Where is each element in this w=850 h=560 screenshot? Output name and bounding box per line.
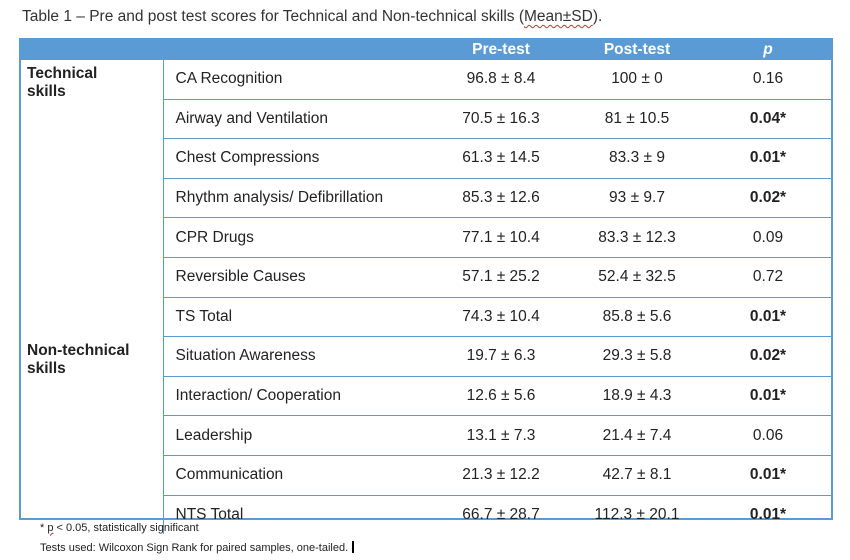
post-test-cell: 29.3 ± 5.8 xyxy=(569,336,705,377)
pre-test-cell: 19.7 ± 6.3 xyxy=(433,336,569,377)
p-value-cell: 0.09 xyxy=(705,217,831,258)
skill-name-cell: CA Recognition xyxy=(162,60,433,100)
caption-prefix: Table 1 – Pre and post test scores for T… xyxy=(22,8,524,25)
table-row: Reversible Causes 57.1 ± 25.2 52.4 ± 32.5 0… xyxy=(21,257,831,298)
p-value-cell: 0.01* xyxy=(705,455,831,496)
footnote-asterisk: * xyxy=(40,522,48,534)
post-test-cell: 83.3 ± 12.3 xyxy=(569,217,705,258)
table-row: Interaction/ Cooperation 12.6 ± 5.6 18.9 ±… xyxy=(21,376,831,417)
p-value-cell: 0.02* xyxy=(705,178,831,219)
post-test-cell: 93 ± 9.7 xyxy=(569,178,705,219)
pre-test-cell: 13.1 ± 7.3 xyxy=(433,415,569,456)
footnote-significance-text: < 0.05, statistically significant xyxy=(53,522,199,534)
skill-name-cell: CPR Drugs xyxy=(162,217,433,258)
p-value-cell: 0.01* xyxy=(705,297,831,338)
group-label: Non-technical skills xyxy=(27,341,130,377)
group-label: Technical skills xyxy=(27,65,98,100)
table-row: Rhythm analysis/ Defibrillation 85.3 ± 12… xyxy=(21,178,831,219)
skill-name-cell: Airway and Ventilation xyxy=(162,99,433,140)
post-test-cell: 85.8 ± 5.6 xyxy=(569,297,705,338)
header-blank-2 xyxy=(163,40,433,60)
p-value-cell: 0.01* xyxy=(705,138,831,179)
header-post-test: Post-test xyxy=(569,40,705,60)
post-test-cell: 18.9 ± 4.3 xyxy=(569,376,705,417)
p-value-cell: 0.04* xyxy=(705,99,831,140)
pre-test-cell: 57.1 ± 25.2 xyxy=(433,257,569,298)
p-value-cell: 0.01* xyxy=(749,505,787,523)
pre-test-cell: 96.8 ± 8.4 xyxy=(433,60,569,100)
table-row: Technical skills CA Recognition 96.8 ± 8.4 1… xyxy=(21,60,831,100)
footnote-p-symbol: p xyxy=(47,522,54,534)
post-test-cell: 52.4 ± 32.5 xyxy=(569,257,705,298)
skill-name-cell: Leadership xyxy=(162,415,433,456)
skill-name-cell: Chest Compressions xyxy=(162,138,433,179)
skill-name-cell: Reversible Causes xyxy=(162,257,433,298)
skill-name-cell: Communication xyxy=(162,455,433,496)
table-body: Technical skills CA Recognition 96.8 ± 8.4 1… xyxy=(21,60,831,535)
p-value-cell: 0.01* xyxy=(705,376,831,417)
footnote-tests-used: Tests used: Wilcoxon Sign Rank for paire… xyxy=(40,541,355,554)
skill-name-cell: NTS Total xyxy=(162,495,433,535)
table-header: Pre-test Post-test p xyxy=(21,40,831,60)
skill-name-cell: Situation Awareness xyxy=(162,336,433,377)
p-value-cell: 0.72 xyxy=(705,257,831,298)
table-row: Chest Compressions 61.3 ± 14.5 83.3 ± 9 0.0… xyxy=(21,138,831,179)
post-test-cell: 81 ± 10.5 xyxy=(569,99,705,140)
table-row: Communication 21.3 ± 12.2 42.7 ± 8.1 0.01* xyxy=(21,455,831,496)
header-row: Pre-test Post-test p xyxy=(21,40,831,60)
pre-test-cell: 21.3 ± 12.2 xyxy=(433,455,569,496)
footnote-significance: * p < 0.05, statistically significant xyxy=(40,522,199,534)
pre-test-cell: 77.1 ± 10.4 xyxy=(433,217,569,258)
caption-spellcheck-word: Mean±SD xyxy=(524,8,593,25)
post-test-cell: 100 ± 0 xyxy=(569,60,705,100)
table-caption: Table 1 – Pre and post test scores for T… xyxy=(22,8,602,26)
p-value-cell: 0.02* xyxy=(705,336,831,377)
scores-table: Pre-test Post-test p Technical skills CA R… xyxy=(21,40,831,535)
header-blank-1 xyxy=(21,40,163,60)
table-row: Non-technical skills Situation Awareness 19… xyxy=(21,336,831,377)
post-test-cell: 112.3 ± 20.1 xyxy=(594,505,680,523)
pre-test-cell: 61.3 ± 14.5 xyxy=(433,138,569,179)
header-pre-test: Pre-test xyxy=(433,40,569,60)
post-test-cell: 83.3 ± 9 xyxy=(569,138,705,179)
table-row: NTS Total 66.7 ± 28.7 112.3 ± 20.1 0.01* xyxy=(21,495,831,535)
p-value-cell: 0.16 xyxy=(705,60,831,100)
caption-suffix: ). xyxy=(592,8,603,25)
pre-test-cell: 85.3 ± 12.6 xyxy=(433,178,569,219)
pre-test-cell: 12.6 ± 5.6 xyxy=(433,376,569,417)
table-row: CPR Drugs 77.1 ± 10.4 83.3 ± 12.3 0.09 xyxy=(21,217,831,258)
header-p-value: p xyxy=(705,40,831,60)
table-row: Airway and Ventilation 70.5 ± 16.3 81 ± 10… xyxy=(21,99,831,140)
skill-name-cell: TS Total xyxy=(162,297,433,338)
pre-test-cell: 74.3 ± 10.4 xyxy=(433,297,569,338)
table-row: TS Total 74.3 ± 10.4 85.8 ± 5.6 0.01* xyxy=(21,297,831,338)
text-cursor xyxy=(352,541,355,553)
skill-name-cell: Rhythm analysis/ Defibrillation xyxy=(162,178,433,219)
post-test-cell: 21.4 ± 7.4 xyxy=(569,415,705,456)
skill-name-cell: Interaction/ Cooperation xyxy=(162,376,433,417)
p-value-cell: 0.06 xyxy=(705,415,831,456)
footnote-tests-text: Tests used: Wilcoxon Sign Rank for paire… xyxy=(40,542,349,554)
scores-table-frame: Pre-test Post-test p Technical skills CA R… xyxy=(19,38,833,535)
table-row: Leadership 13.1 ± 7.3 21.4 ± 7.4 0.06 xyxy=(21,415,831,456)
post-test-cell: 42.7 ± 8.1 xyxy=(569,455,705,496)
pre-test-cell: 66.7 ± 28.7 xyxy=(462,505,540,523)
pre-test-cell: 70.5 ± 16.3 xyxy=(433,99,569,140)
